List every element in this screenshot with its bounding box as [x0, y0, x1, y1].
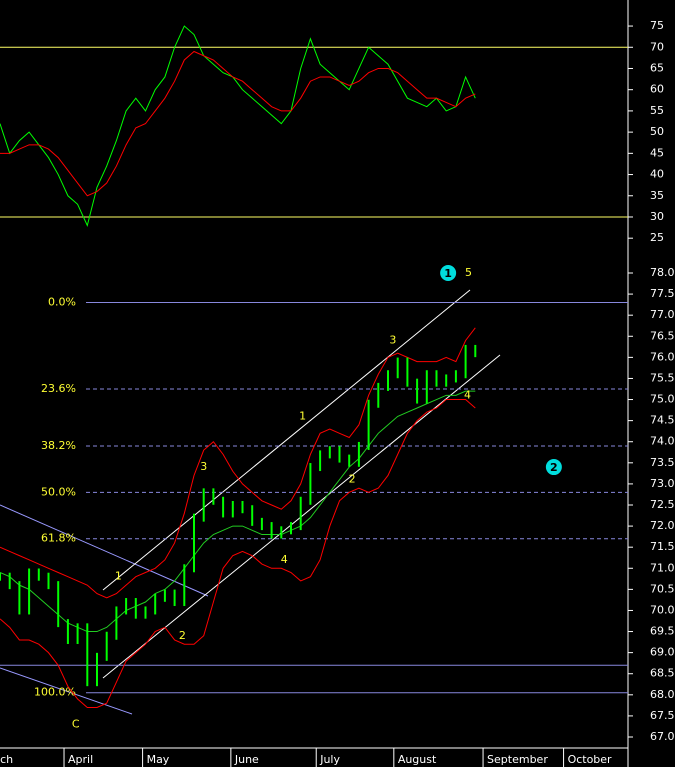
wave-label: C	[72, 717, 80, 730]
indicator-line	[0, 50, 476, 197]
channel-line	[0, 504, 209, 597]
y-tick-label: 69.5	[650, 625, 675, 638]
y-tick-label: 74.0	[650, 435, 675, 448]
y-tick-label: 67.5	[650, 709, 675, 722]
indicator-line	[0, 25, 476, 227]
y-tick-label: 40	[650, 168, 664, 181]
circle-label: 2	[550, 461, 558, 474]
y-tick-label: 30	[650, 210, 664, 223]
band-line	[0, 399, 476, 708]
x-tick-label: ch	[0, 753, 13, 766]
y-tick-label: 73.5	[650, 456, 675, 469]
y-tick-label: 55	[650, 104, 664, 117]
y-tick-label: 67.0	[650, 730, 675, 743]
x-tick-label: April	[68, 753, 93, 766]
wave-label: 2	[179, 629, 186, 642]
wave-label: 4	[281, 553, 288, 566]
y-tick-label: 69.0	[650, 646, 675, 659]
fib-label: 100.0%	[34, 686, 76, 699]
fib-label: 0.0%	[48, 296, 76, 309]
x-tick-label: July	[319, 753, 340, 766]
y-tick-label: 68.0	[650, 688, 675, 701]
channel-line	[0, 667, 133, 715]
y-tick-label: 45	[650, 146, 664, 159]
y-tick-label: 35	[650, 189, 664, 202]
y-tick-label: 65	[650, 61, 664, 74]
y-tick-label: 70.0	[650, 603, 675, 616]
fib-label: 61.8%	[41, 532, 76, 545]
circle-marker	[440, 265, 457, 282]
wave-label: 3	[389, 333, 396, 346]
y-tick-label: 76.5	[650, 329, 675, 342]
x-tick-label: September	[487, 753, 548, 766]
y-tick-label: 73.0	[650, 477, 675, 490]
y-tick-label: 70	[650, 40, 664, 53]
x-tick-label: August	[398, 753, 437, 766]
circle-marker	[545, 459, 562, 476]
y-tick-label: 70.5	[650, 582, 675, 595]
y-tick-label: 71.5	[650, 540, 675, 553]
y-tick-label: 78.0	[650, 266, 675, 279]
channel-line	[102, 289, 471, 591]
y-tick-label: 60	[650, 83, 664, 96]
y-tick-label: 25	[650, 231, 664, 244]
wave-label: 1	[299, 409, 306, 422]
wave-label: 5	[465, 266, 472, 279]
x-tick-label: May	[147, 753, 170, 766]
wave-label: 1	[115, 570, 122, 583]
y-tick-label: 75.0	[650, 393, 675, 406]
y-tick-label: 74.5	[650, 414, 675, 427]
band-line	[0, 390, 476, 633]
y-tick-label: 71.0	[650, 561, 675, 574]
fib-label: 50.0%	[41, 485, 76, 498]
fib-label: 23.6%	[41, 382, 76, 395]
wave-label: 3	[200, 460, 207, 473]
x-tick-label: October	[568, 753, 612, 766]
y-tick-label: 75.5	[650, 371, 675, 384]
fib-label: 38.2%	[41, 439, 76, 452]
wave-label: 2	[349, 473, 356, 486]
y-tick-label: 72.0	[650, 519, 675, 532]
band-line	[0, 327, 476, 599]
y-tick-label: 75	[650, 19, 664, 32]
circle-label: 1	[444, 267, 452, 280]
y-tick-label: 68.5	[650, 667, 675, 680]
y-tick-label: 77.5	[650, 287, 675, 300]
x-tick-label: June	[234, 753, 259, 766]
y-tick-label: 72.5	[650, 498, 675, 511]
wave-label: 4	[464, 388, 471, 401]
y-tick-label: 50	[650, 125, 664, 138]
y-tick-label: 77.0	[650, 308, 675, 321]
y-tick-label: 76.0	[650, 350, 675, 363]
